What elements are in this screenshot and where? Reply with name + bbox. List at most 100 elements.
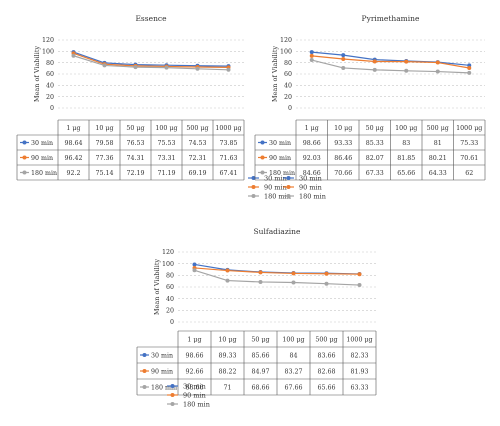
data-label: 73.31 — [157, 155, 175, 162]
x-tick-label: 1 μg — [187, 336, 201, 343]
data-label: 71.19 — [157, 170, 175, 177]
series-line — [73, 52, 229, 69]
y-tick-label: 120 — [280, 37, 292, 44]
data-point — [258, 270, 263, 275]
series-line — [194, 269, 360, 286]
row-series-label: 180 min — [269, 170, 295, 177]
data-point — [372, 59, 377, 64]
data-point — [164, 65, 169, 70]
y-axis-label: Mean of Viability — [33, 46, 41, 103]
data-label: 65.66 — [317, 384, 335, 391]
row-series-label: 90 min — [31, 155, 53, 162]
x-tick-label: 100 μg — [395, 125, 417, 132]
data-point — [435, 69, 440, 74]
data-point — [71, 53, 76, 58]
row-legend-marker — [260, 170, 265, 175]
data-point — [372, 67, 377, 72]
row-series-label: 180 min — [151, 384, 177, 391]
row-series-label: 30 min — [151, 352, 173, 359]
data-label: 88.66 — [185, 384, 203, 391]
x-tick-label: 1000 μg — [346, 336, 372, 343]
y-tick-label: 80 — [46, 60, 54, 67]
y-axis-label: Mean of Viability — [271, 46, 279, 103]
x-tick-label: 10 μg — [95, 125, 113, 132]
data-label: 75.14 — [95, 170, 113, 177]
chart-title: Pyrimethamine — [362, 14, 420, 23]
data-label: 67.66 — [284, 384, 302, 391]
data-point — [309, 50, 314, 55]
y-tick-label: 20 — [46, 94, 54, 101]
x-tick-label: 500 μg — [315, 336, 337, 343]
data-label: 63.33 — [350, 384, 368, 391]
data-label: 79.58 — [95, 140, 113, 147]
legend-marker — [251, 176, 256, 180]
x-tick-label: 1 μg — [305, 125, 319, 132]
x-tick-label: 50 μg — [251, 336, 269, 343]
data-point — [404, 59, 409, 64]
data-label: 98.64 — [64, 140, 82, 147]
row-legend-marker — [260, 155, 265, 160]
legend-marker — [286, 194, 291, 198]
y-tick-label: 40 — [46, 83, 54, 90]
data-point — [192, 262, 197, 267]
y-tick-label: 80 — [166, 273, 174, 280]
data-label: 83 — [402, 140, 410, 147]
x-tick-label: 50 μg — [126, 125, 144, 132]
row-series-label: 30 min — [31, 140, 53, 147]
data-label: 83.66 — [317, 352, 335, 359]
data-point — [357, 272, 362, 277]
data-point — [309, 53, 314, 58]
y-tick-label: 80 — [284, 60, 292, 67]
data-point — [341, 57, 346, 62]
row-legend-marker — [142, 385, 147, 389]
data-point — [102, 63, 107, 68]
row-legend-marker — [260, 140, 265, 145]
y-axis-label: Mean of Viability — [153, 259, 161, 316]
legend-marker — [170, 384, 175, 388]
legend-label: 90 min — [299, 183, 322, 191]
data-point — [192, 268, 197, 273]
data-table: 1 μg 10 μg 50 μg 100 μg 500 μg 1000 μg 30 min 9… — [136, 330, 377, 396]
row-series-label: 180 min — [31, 170, 57, 177]
y-tick-label: 40 — [284, 83, 292, 90]
y-tick-label: 100 — [162, 261, 174, 268]
data-label: 92.03 — [303, 155, 321, 162]
data-label: 92.66 — [185, 368, 203, 375]
y-tick-label: 60 — [46, 71, 54, 78]
data-label: 77.36 — [95, 155, 113, 162]
row-series-label: 90 min — [269, 155, 291, 162]
data-label: 88.22 — [218, 368, 236, 375]
data-label: 93.33 — [334, 140, 352, 147]
data-label: 96.42 — [64, 155, 82, 162]
data-point — [225, 278, 230, 283]
data-label: 72.19 — [126, 170, 144, 177]
x-tick-label: 1 μg — [66, 125, 80, 132]
data-point — [404, 68, 409, 73]
y-tick-label: 20 — [166, 308, 174, 315]
data-label: 82.33 — [350, 352, 368, 359]
data-point — [291, 280, 296, 285]
data-label: 98.66 — [303, 140, 321, 147]
x-tick-label: 100 μg — [155, 125, 177, 132]
y-tick-label: 0 — [50, 105, 54, 112]
series-line — [311, 59, 470, 74]
series-line — [73, 55, 229, 71]
x-tick-label: 50 μg — [366, 125, 384, 132]
data-point — [225, 268, 230, 273]
legend-marker — [170, 393, 175, 397]
data-label: 67.41 — [219, 170, 237, 177]
x-tick-label: 100 μg — [282, 336, 304, 343]
legend-label: 30 min — [299, 174, 322, 182]
data-label: 74.31 — [126, 155, 144, 162]
data-label: 82.68 — [317, 368, 335, 375]
chart-title: Sulfadiazine — [254, 227, 301, 236]
x-tick-label: 1000 μg — [215, 125, 241, 132]
y-tick-label: 60 — [284, 71, 292, 78]
x-tick-label: 10 μg — [218, 336, 236, 343]
data-point — [133, 65, 138, 70]
data-label: 73.85 — [219, 140, 237, 147]
